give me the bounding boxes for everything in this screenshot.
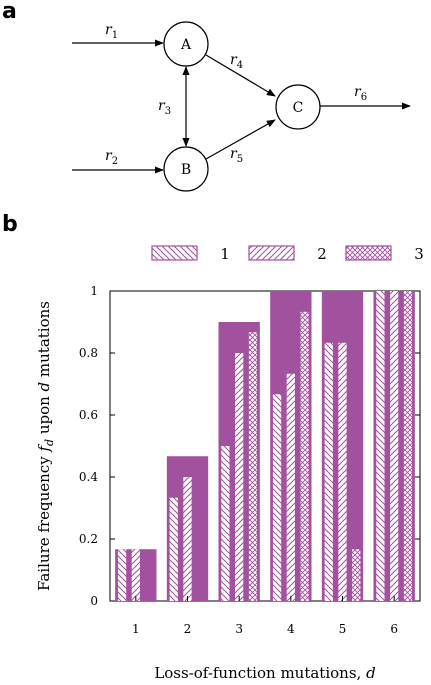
x-tick-label: 1 (132, 622, 140, 636)
bars (115, 291, 415, 601)
bar-series-2-cat-2 (183, 477, 192, 601)
bar-series-2-cat-6 (390, 291, 399, 601)
legend-swatch-1 (151, 245, 198, 261)
edge-label-r1: r1 (105, 22, 118, 41)
edge-label-r6: r6 (354, 84, 367, 103)
edge-label-r4: r4 (230, 52, 243, 71)
legend-swatch-3 (345, 245, 392, 261)
bar-series-1-cat-6 (376, 291, 385, 601)
node-a-label: A (180, 37, 192, 53)
bar-series-1-cat-3 (221, 446, 230, 601)
node-b-label: B (181, 162, 191, 178)
legend-swatch-2 (248, 245, 295, 261)
bar-series-3-cat-5 (352, 549, 361, 601)
legend-label-2: 2 (317, 245, 327, 263)
edge-label-r5: r5 (230, 146, 243, 165)
plot-frame (109, 290, 421, 602)
y-axis-label: Failure frequency fd upon d mutations (35, 301, 56, 591)
edge-label-r2: r2 (105, 148, 118, 167)
x-tick-label: 6 (390, 622, 398, 636)
panel-b-label: b (2, 212, 18, 237)
x-tick-label: 2 (184, 622, 192, 636)
y-tick-label: 0.4 (79, 470, 98, 484)
y-tick-label: 0 (90, 594, 98, 608)
x-axis-label: Loss-of-function mutations, d (154, 664, 375, 682)
bar-series-2-cat-4 (286, 373, 295, 601)
y-tick-label: 1 (90, 284, 98, 298)
legend-label-3: 3 (414, 245, 424, 263)
bar-series-1-cat-2 (169, 497, 178, 601)
edge-r4 (205, 54, 276, 97)
bar-series-1-cat-5 (324, 342, 333, 601)
y-tick-label: 0.8 (79, 346, 98, 360)
edge-r5 (205, 119, 276, 160)
node-c-label: C (293, 100, 304, 116)
panel-a-label: a (2, 0, 17, 24)
legend: 1 2 3 (151, 245, 424, 263)
network-diagram: A B C r1 r2 r3 r4 r5 r6 (72, 21, 411, 192)
legend-label-1: 1 (220, 245, 230, 263)
x-axis: 1 2 3 4 5 6 (132, 596, 398, 636)
x-tick-label: 3 (235, 622, 243, 636)
edge-label-r3: r3 (158, 98, 171, 117)
bar-series-1-cat-1 (117, 549, 127, 601)
bar-series-1-cat-4 (272, 394, 282, 601)
node-a (163, 21, 209, 67)
node-b (163, 146, 209, 192)
node-c (275, 84, 321, 130)
bar-series-3-cat-3 (248, 332, 258, 601)
y-tick-label: 0.2 (79, 532, 98, 546)
bar-series-3-cat-6 (403, 291, 413, 601)
bar-series-2-cat-1 (131, 549, 140, 601)
bar-series-2-cat-3 (235, 353, 244, 601)
bar-series-2-cat-5 (338, 342, 347, 601)
y-axis: 0 0.2 0.4 0.6 0.8 1 (79, 284, 420, 608)
x-tick-label: 4 (287, 622, 295, 636)
x-tick-label: 5 (339, 622, 347, 636)
bar-series-3-cat-4 (300, 311, 309, 601)
y-tick-label: 0.6 (79, 408, 98, 422)
